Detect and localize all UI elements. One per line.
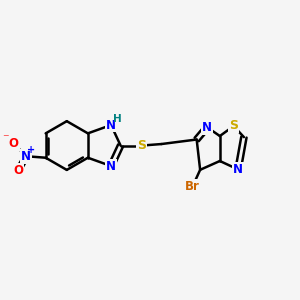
Text: +: + <box>27 145 35 155</box>
Text: O: O <box>9 137 19 150</box>
Text: O: O <box>13 164 23 177</box>
Text: H: H <box>113 114 122 124</box>
Text: Br: Br <box>185 180 200 193</box>
Text: ⁻: ⁻ <box>2 132 9 145</box>
Text: N: N <box>106 118 116 131</box>
Text: N: N <box>233 163 243 176</box>
Text: N: N <box>21 150 32 163</box>
Text: N: N <box>202 121 212 134</box>
Text: N: N <box>106 160 116 172</box>
Text: S: S <box>137 139 146 152</box>
Text: S: S <box>229 119 238 133</box>
